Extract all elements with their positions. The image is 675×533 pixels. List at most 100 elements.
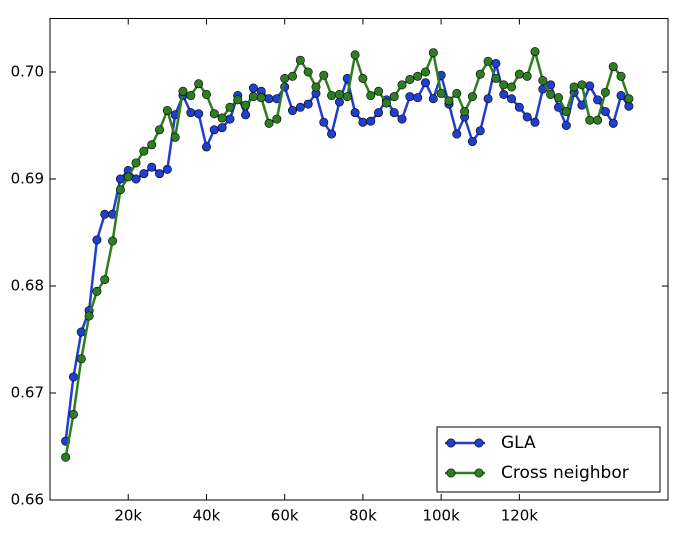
data-point bbox=[225, 102, 235, 112]
data-point bbox=[241, 100, 251, 110]
data-point bbox=[92, 286, 102, 296]
data-point bbox=[616, 91, 626, 101]
legend-label: Cross neighbor bbox=[501, 463, 629, 483]
data-point bbox=[569, 82, 579, 92]
data-point bbox=[342, 92, 352, 102]
data-point bbox=[217, 123, 227, 133]
data-point bbox=[460, 107, 470, 117]
data-point bbox=[585, 115, 595, 125]
data-point bbox=[248, 83, 258, 93]
data-point bbox=[108, 236, 118, 246]
data-point bbox=[225, 114, 235, 124]
data-point bbox=[374, 86, 384, 96]
data-point bbox=[413, 93, 423, 103]
data-point bbox=[593, 115, 603, 125]
data-point bbox=[553, 93, 563, 103]
data-point bbox=[428, 48, 438, 58]
data-point bbox=[295, 102, 305, 112]
data-point bbox=[256, 93, 266, 103]
y-tick-label: 0.67 bbox=[11, 384, 44, 402]
data-point bbox=[311, 82, 321, 92]
data-point bbox=[139, 169, 149, 179]
data-point bbox=[147, 140, 157, 150]
data-point bbox=[334, 97, 344, 107]
data-point bbox=[577, 80, 587, 90]
data-point bbox=[295, 55, 305, 65]
data-point bbox=[546, 89, 556, 99]
data-point bbox=[319, 117, 329, 127]
data-point bbox=[561, 107, 571, 117]
data-point bbox=[491, 73, 501, 83]
data-point bbox=[68, 372, 78, 382]
data-point bbox=[522, 71, 532, 81]
legend-marker bbox=[446, 468, 456, 478]
y-tick-label: 0.66 bbox=[11, 491, 44, 509]
data-point bbox=[327, 91, 337, 101]
data-point bbox=[381, 98, 391, 108]
data-point bbox=[201, 142, 211, 152]
data-point bbox=[100, 209, 110, 219]
data-point bbox=[420, 67, 430, 77]
data-point bbox=[608, 118, 618, 128]
x-tick-label: 100k bbox=[422, 507, 460, 525]
data-point bbox=[444, 96, 454, 106]
data-point bbox=[264, 94, 274, 104]
legend-marker bbox=[474, 438, 484, 448]
data-point bbox=[84, 311, 94, 321]
data-point bbox=[201, 89, 211, 99]
y-tick-label: 0.69 bbox=[11, 170, 44, 188]
data-point bbox=[507, 82, 517, 92]
data-point bbox=[288, 71, 298, 81]
data-point bbox=[366, 116, 376, 126]
data-point bbox=[288, 106, 298, 116]
data-point bbox=[303, 99, 313, 109]
data-point bbox=[522, 112, 532, 122]
data-point bbox=[233, 95, 243, 105]
data-point bbox=[155, 169, 165, 179]
data-point bbox=[280, 73, 290, 83]
data-point bbox=[389, 108, 399, 118]
data-point bbox=[147, 162, 157, 172]
legend-marker bbox=[446, 438, 456, 448]
data-point bbox=[131, 158, 141, 168]
data-point bbox=[303, 67, 313, 77]
x-tick-label: 20k bbox=[114, 507, 142, 525]
data-point bbox=[600, 87, 610, 97]
data-point bbox=[374, 108, 384, 118]
data-point bbox=[514, 69, 524, 79]
data-point bbox=[483, 94, 493, 104]
data-point bbox=[68, 409, 78, 419]
data-point bbox=[514, 102, 524, 112]
data-point bbox=[272, 114, 282, 124]
data-point bbox=[76, 354, 86, 364]
data-point bbox=[123, 172, 133, 182]
data-point bbox=[491, 58, 501, 68]
data-point bbox=[405, 92, 415, 102]
data-point bbox=[217, 113, 227, 123]
data-point bbox=[319, 70, 329, 80]
data-point bbox=[170, 132, 180, 142]
legend-box bbox=[436, 426, 661, 493]
y-tick-label: 0.68 bbox=[11, 277, 44, 295]
data-point bbox=[616, 71, 626, 81]
x-tick-label: 120k bbox=[501, 507, 539, 525]
data-point bbox=[624, 101, 634, 111]
data-point bbox=[397, 80, 407, 90]
data-point bbox=[413, 71, 423, 81]
data-point bbox=[499, 80, 509, 90]
data-point bbox=[467, 92, 477, 102]
data-point bbox=[194, 109, 204, 119]
data-point bbox=[452, 129, 462, 139]
data-point bbox=[608, 62, 618, 72]
legend-marker bbox=[474, 468, 484, 478]
data-point bbox=[100, 275, 110, 285]
data-point bbox=[115, 174, 125, 184]
data-point bbox=[624, 94, 634, 104]
data-point bbox=[92, 235, 102, 245]
data-point bbox=[350, 108, 360, 118]
data-point bbox=[475, 126, 485, 136]
x-tick-label: 40k bbox=[193, 507, 221, 525]
x-tick-label: 80k bbox=[349, 507, 377, 525]
data-point bbox=[139, 146, 149, 156]
